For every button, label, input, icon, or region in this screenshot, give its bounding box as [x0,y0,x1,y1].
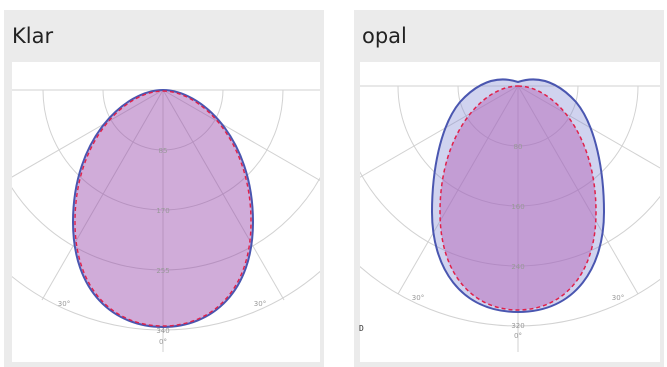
radial-line-30l [41,89,164,301]
radial-line-30l [397,85,519,295]
radial-label: 320 [511,322,524,330]
distribution-curves [430,78,606,314]
inner-distribution-curve [74,90,252,327]
outer-distribution-curve [430,78,606,314]
panel-title: Klar [12,24,54,48]
radial-line-30r [162,89,285,301]
radial-line-60r [162,89,320,182]
angle-label: 30° [254,300,266,308]
inner-distribution-curve [439,85,597,311]
radial-line-60l [12,89,164,178]
angle-label: 30° [412,294,424,302]
panel-title: opal [362,24,407,48]
polar-diagram: 85 170 255 340 30° 30° 0° [12,62,320,362]
angle-label: 30° [612,294,624,302]
panel-klar: Klar 85 170 255 3 [4,10,324,367]
radial-label: 240 [511,263,524,271]
angle-label: 30° [58,300,70,308]
radial-label: 80 [514,143,523,151]
radial-label: 85 [159,147,168,155]
radial-label: 160 [511,203,524,211]
polar-grid [12,89,320,352]
distribution-curves [71,88,255,329]
polar-diagram: 80 160 240 320 30° 30° 0° [360,62,660,362]
stray-mark: D [359,324,364,333]
radial-line-60l [360,85,519,178]
radial-label: 255 [156,267,169,275]
radial-line-30r [517,85,639,295]
radial-line-60r [517,85,660,169]
radial-label: 340 [156,327,169,335]
angle-label: 0° [514,332,522,340]
panel-opal: opal 80 160 240 3 [354,10,664,367]
angle-label: 0° [159,338,167,346]
polar-grid [360,85,660,352]
radial-label: 170 [156,207,169,215]
outer-distribution-curve [71,88,255,329]
